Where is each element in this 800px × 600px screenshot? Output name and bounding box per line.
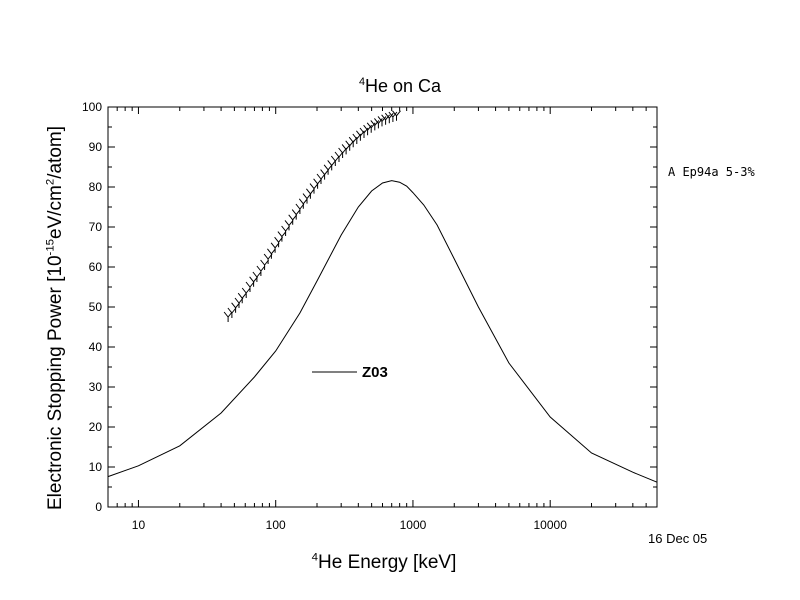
legend-entry-ep94a: A Ep94a 5-3% — [668, 165, 755, 179]
date-annotation: 16 Dec 05 — [648, 531, 708, 546]
y-tick-label: 0 — [95, 500, 102, 514]
legend-entry-z03: Z03 — [362, 364, 388, 381]
data-point-ep94a — [320, 169, 329, 180]
data-point-ep94a — [330, 155, 340, 166]
data-point-ep94a — [252, 271, 262, 282]
data-point-ep94a — [352, 133, 362, 144]
data-point-ep94a — [306, 188, 315, 199]
data-point-ep94a — [274, 236, 283, 248]
data-point-ep94a — [302, 193, 312, 204]
data-point-ep94a — [341, 144, 351, 155]
data-point-ep94a — [316, 173, 326, 184]
data-point-ep94a — [263, 253, 273, 264]
data-point-ep94a — [231, 302, 240, 313]
data-point-ep94a — [237, 292, 247, 304]
x-tick-label: 1000 — [400, 518, 427, 532]
data-point-ep94a — [270, 242, 280, 253]
data-point-ep94a — [384, 112, 394, 124]
data-point-ep94a — [223, 311, 233, 322]
data-point-ep94a — [348, 136, 358, 148]
data-point-ep94a — [291, 209, 301, 220]
data-point-ep94a — [309, 183, 319, 194]
data-point-ep94a — [277, 231, 287, 242]
data-point-ep94a — [227, 307, 237, 318]
data-point-ep94a — [323, 164, 333, 175]
data-point-ep94a — [267, 248, 276, 259]
data-point-ep94a — [345, 140, 355, 151]
y-tick-label: 90 — [89, 140, 103, 154]
data-point-ep94a — [338, 147, 347, 158]
x-tick-label: 10 — [132, 518, 146, 532]
y-tick-label: 40 — [89, 340, 103, 354]
series-layer — [107, 110, 658, 483]
y-tick-label: 20 — [89, 420, 103, 434]
plot-frame — [107, 106, 658, 508]
y-axis-ticks: 0 10 20 30 40 50 60 70 80 90 100 — [82, 100, 657, 514]
y-tick-label: 100 — [82, 100, 102, 114]
y-axis-label: Electronic Stopping Power [10-15eV/cm2/a… — [44, 125, 66, 511]
data-point-ep94a — [298, 198, 308, 209]
data-point-ep94a — [388, 111, 398, 122]
x-tick-label: 100 — [266, 518, 286, 532]
data-point-ep94a — [313, 178, 322, 189]
data-point-ep94a — [327, 160, 337, 171]
data-point-ep94a — [284, 220, 294, 231]
data-point-ep94a — [281, 225, 290, 236]
series-line-z03 — [107, 180, 658, 483]
x-axis-ticks: 10 100 1000 10000 — [107, 107, 658, 532]
y-tick-label: 50 — [89, 300, 103, 314]
x-tick-label: 10000 — [534, 518, 568, 532]
data-point-ep94a — [260, 259, 269, 270]
data-point-ep94a — [245, 281, 255, 292]
data-point-ep94a — [392, 110, 401, 121]
data-point-ep94a — [295, 203, 305, 214]
y-tick-label: 60 — [89, 260, 103, 274]
data-point-ep94a — [241, 287, 251, 298]
data-point-ep94a — [334, 151, 344, 162]
y-tick-label: 70 — [89, 220, 103, 234]
data-point-ep94a — [234, 297, 244, 308]
y-tick-label: 10 — [89, 460, 103, 474]
chart-title: 4He on Ca — [358, 76, 442, 96]
data-point-ep94a — [256, 265, 266, 276]
data-point-ep94a — [377, 116, 387, 127]
y-tick-label: 80 — [89, 180, 103, 194]
data-point-ep94a — [288, 214, 298, 225]
data-point-ep94a — [249, 276, 258, 287]
y-tick-label: 30 — [89, 380, 103, 394]
x-axis-label: 4He Energy [keV] — [311, 551, 457, 573]
